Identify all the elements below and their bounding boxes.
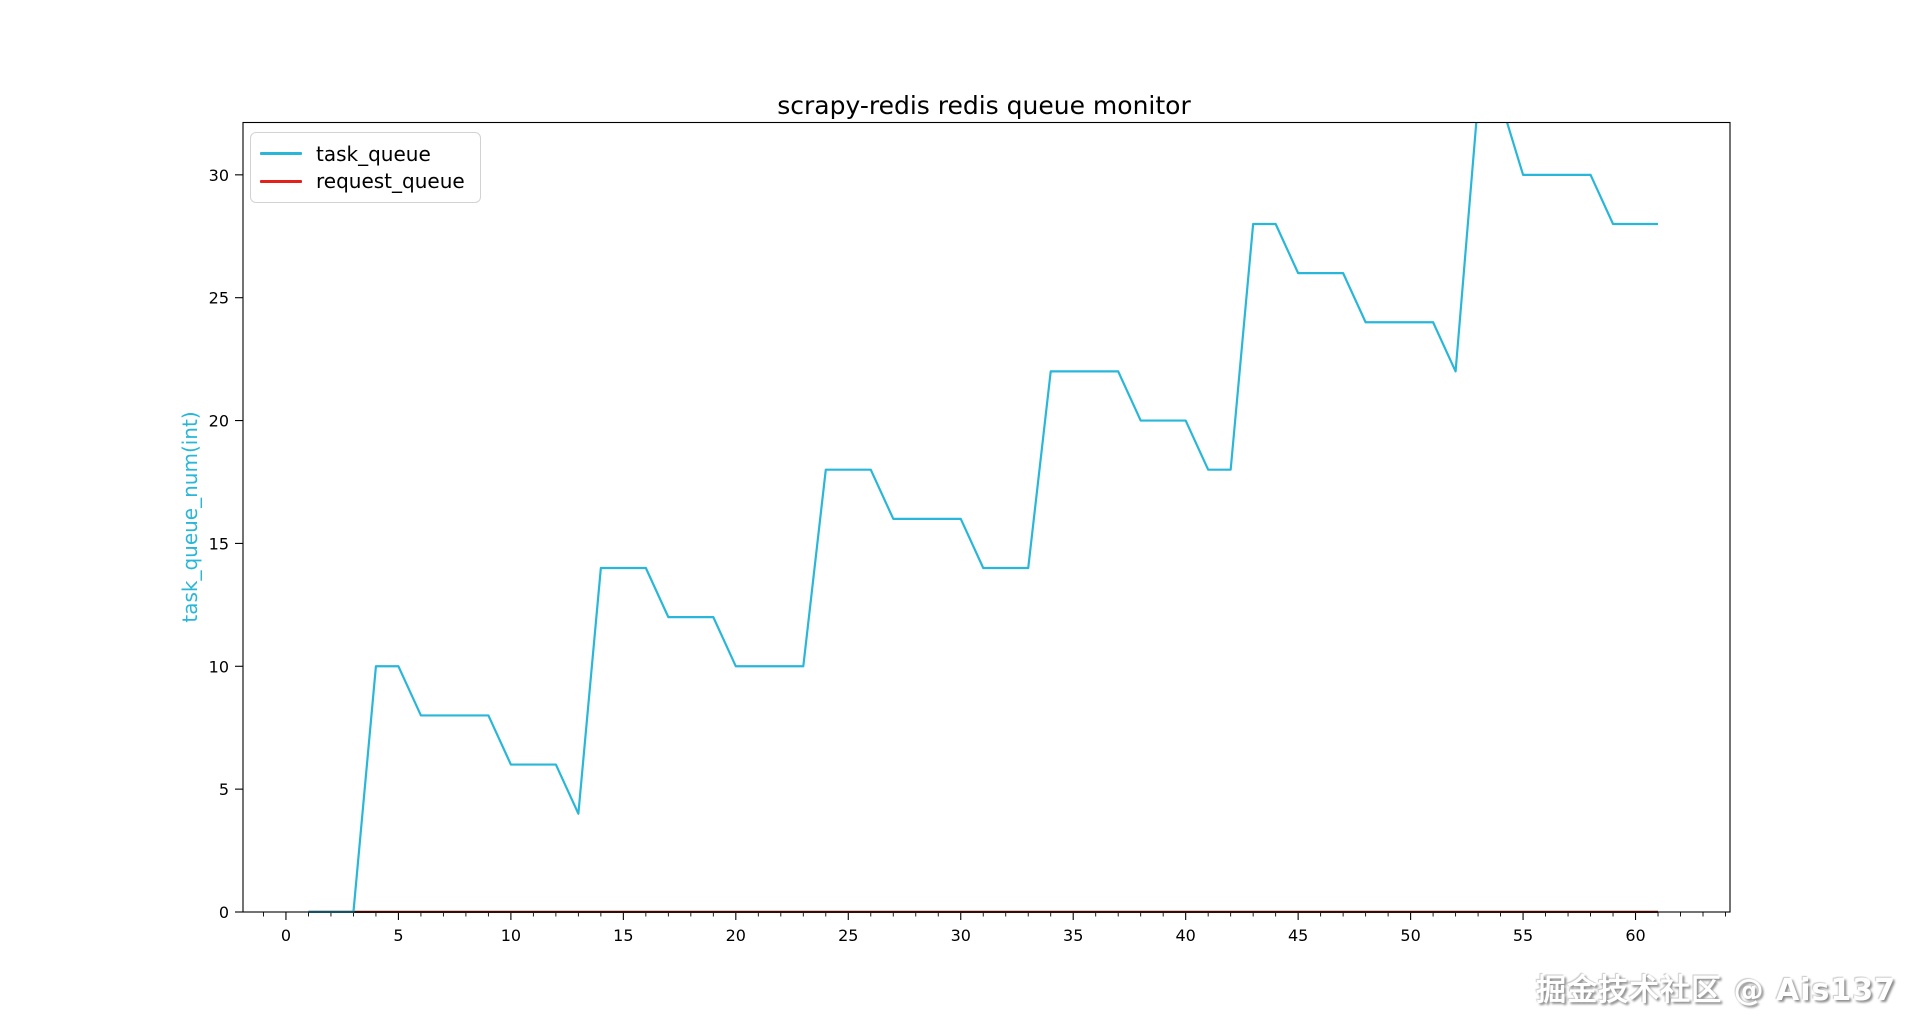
- x-axis-tick-label: 0: [281, 926, 291, 945]
- y-axis-tick-label: 0: [219, 903, 229, 922]
- legend: task_queue request_queue: [250, 132, 481, 203]
- legend-item-request-queue: request_queue: [260, 171, 470, 191]
- x-axis-tick-label: 5: [393, 926, 403, 945]
- task_queue-line: [308, 122, 1659, 913]
- y-axis-tick-label: 15: [209, 534, 229, 553]
- x-axis-tick-label: 45: [1288, 926, 1308, 945]
- legend-label-task-queue: task_queue: [316, 141, 431, 166]
- x-axis-tick-label: 25: [838, 926, 858, 945]
- axis-ticks: 0 5 10 15 20 25 30 35 40 45 50 55 60 0 5 10 15 20 25 30: [209, 166, 1726, 945]
- legend-item-task-queue: task_queue: [260, 144, 470, 164]
- x-axis-tick-label: 50: [1400, 926, 1420, 945]
- x-axis-tick-label: 55: [1513, 926, 1533, 945]
- task-queue-line-swatch: [260, 152, 302, 156]
- y-axis-tick-label: 10: [209, 657, 229, 676]
- series-lines: [308, 122, 1659, 913]
- plot-border: [242, 121, 1731, 913]
- request-queue-line-swatch: [260, 179, 302, 183]
- x-axis-tick-label: 60: [1625, 926, 1645, 945]
- y-axis-tick-label: 25: [209, 289, 229, 308]
- y-axis-tick-label: 5: [219, 780, 229, 799]
- x-axis-tick-label: 15: [613, 926, 633, 945]
- watermark: 掘金技术社区 @ Ais137: [1536, 973, 1896, 1008]
- x-axis-tick-label: 10: [501, 926, 521, 945]
- legend-label-request-queue: request_queue: [316, 169, 465, 194]
- y-axis-tick-label: 30: [209, 166, 229, 185]
- x-axis-tick-label: 35: [1063, 926, 1083, 945]
- x-axis-tick-label: 20: [726, 926, 746, 945]
- x-axis-tick-label: 30: [951, 926, 971, 945]
- y-axis-label: task_queue_num(int): [178, 411, 202, 622]
- chart-title: scrapy-redis redis queue monitor: [777, 91, 1191, 120]
- x-axis-tick-label: 40: [1175, 926, 1195, 945]
- y-axis-tick-label: 20: [209, 412, 229, 431]
